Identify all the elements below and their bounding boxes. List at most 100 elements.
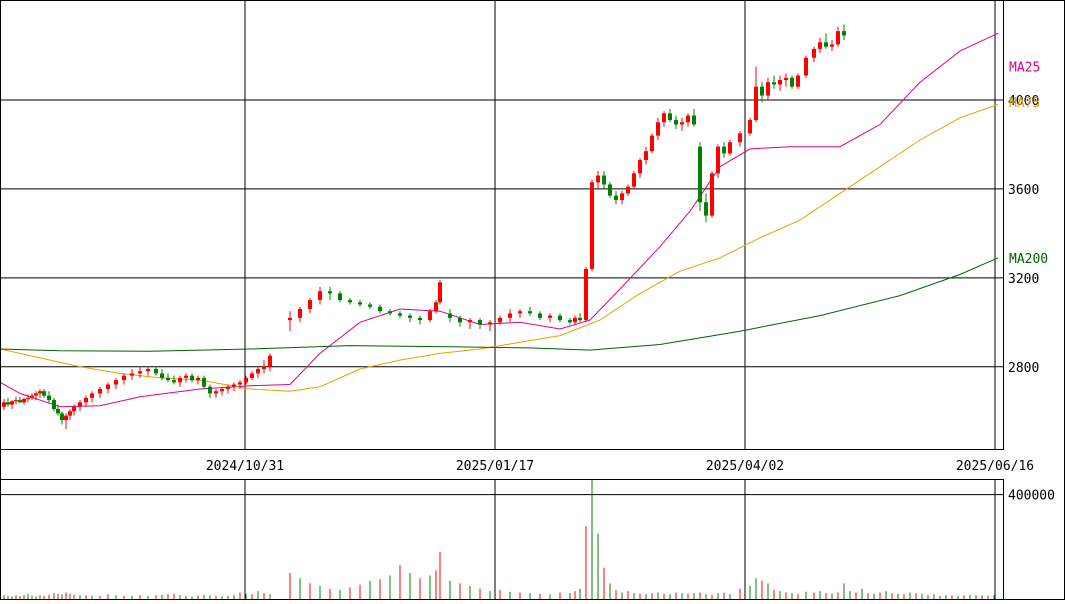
candle-body bbox=[478, 320, 482, 325]
candle-body bbox=[662, 113, 666, 123]
candle-body bbox=[596, 175, 600, 183]
price-tick-label: 2800 bbox=[1008, 361, 1039, 376]
date-tick-label: 2024/10/31 bbox=[206, 459, 284, 474]
date-tick-label: 2025/04/02 bbox=[706, 459, 784, 474]
candle-body bbox=[698, 146, 702, 203]
candle-body bbox=[90, 393, 94, 398]
candle-body bbox=[318, 291, 322, 301]
price-grid bbox=[0, 0, 1003, 449]
candle-body bbox=[728, 142, 732, 154]
candle-body bbox=[6, 402, 10, 405]
candle-body bbox=[388, 311, 392, 314]
price-tick-label: 3600 bbox=[1008, 183, 1039, 198]
date-axis: 2024/10/31 2025/01/17 2025/04/02 2025/06/16 bbox=[206, 459, 1034, 474]
candle-body bbox=[836, 31, 840, 45]
candle-body bbox=[178, 377, 182, 383]
candle-body bbox=[232, 384, 236, 387]
candle-body bbox=[716, 146, 720, 174]
candle-body bbox=[106, 384, 110, 389]
candle-body bbox=[796, 75, 800, 87]
candle-body bbox=[84, 397, 88, 403]
candle-body bbox=[528, 311, 532, 314]
candle-body bbox=[568, 320, 572, 323]
candle-body bbox=[448, 313, 452, 318]
candle-body bbox=[196, 377, 200, 381]
candle-body bbox=[428, 311, 432, 321]
ma-line-ma25 bbox=[0, 32, 999, 408]
candle-body bbox=[358, 302, 362, 305]
candle-body bbox=[26, 397, 30, 399]
ma-legend-label: MA75 bbox=[1009, 96, 1040, 111]
candle-body bbox=[614, 195, 618, 201]
candle-body bbox=[584, 268, 588, 321]
candle-body bbox=[680, 122, 684, 125]
candle-body bbox=[668, 113, 672, 121]
candle-body bbox=[38, 391, 42, 394]
candle-body bbox=[60, 413, 64, 421]
candle-body bbox=[766, 82, 770, 96]
candle-body bbox=[784, 77, 788, 81]
candle-body bbox=[262, 366, 266, 369]
candle-body bbox=[408, 315, 412, 318]
candle-body bbox=[47, 395, 51, 401]
candle-body bbox=[98, 388, 102, 394]
candle-body bbox=[72, 406, 76, 412]
candle-body bbox=[338, 293, 342, 301]
date-tick-label: 2025/01/17 bbox=[456, 459, 534, 474]
candle-body bbox=[160, 373, 164, 378]
candle-body bbox=[656, 122, 660, 136]
candle-body bbox=[626, 186, 630, 194]
ma-legend-label: MA200 bbox=[1009, 252, 1048, 267]
candle-body bbox=[458, 317, 462, 323]
candle-body bbox=[686, 115, 690, 123]
date-tick-label: 2025/06/16 bbox=[956, 459, 1034, 474]
candle-body bbox=[348, 300, 352, 303]
candle-body bbox=[238, 382, 242, 385]
candle-body bbox=[438, 282, 442, 303]
candle-body bbox=[154, 368, 158, 374]
candle-body bbox=[244, 377, 248, 383]
candle-body bbox=[748, 120, 752, 134]
ma-line-ma200 bbox=[0, 257, 999, 352]
candle-body bbox=[268, 355, 272, 367]
candle-body bbox=[14, 400, 18, 402]
candle-body bbox=[22, 398, 26, 403]
candle-body bbox=[34, 393, 38, 396]
candle-body bbox=[64, 415, 68, 421]
candle-body bbox=[172, 380, 176, 383]
candle-body bbox=[208, 386, 212, 394]
candle-body bbox=[166, 377, 170, 381]
candle-body bbox=[398, 313, 402, 316]
candle-body bbox=[760, 86, 764, 96]
candle-body bbox=[220, 388, 224, 392]
candle-body bbox=[790, 77, 794, 87]
candle-body bbox=[52, 400, 56, 409]
candle-body bbox=[638, 160, 642, 174]
candle-body bbox=[130, 373, 134, 376]
price-tick-label: 4000 bbox=[1008, 94, 1039, 109]
candle-body bbox=[368, 304, 372, 307]
candle-body bbox=[114, 380, 118, 385]
candle-body bbox=[488, 322, 492, 325]
candle-body bbox=[418, 317, 422, 321]
candle-body bbox=[812, 48, 816, 58]
ma-legend: MA25 MA75 MA200 bbox=[1009, 61, 1048, 267]
price-axis: 2800 3200 3600 4000 bbox=[1008, 94, 1039, 376]
candle-body bbox=[30, 395, 34, 398]
candle-body bbox=[468, 320, 472, 323]
candle-body bbox=[632, 173, 636, 187]
candle-body bbox=[308, 300, 312, 309]
candle-body bbox=[704, 202, 708, 216]
candle-body bbox=[184, 375, 188, 378]
candle-body bbox=[778, 80, 782, 85]
candle-body bbox=[692, 115, 696, 125]
candle-body bbox=[824, 42, 828, 47]
ma-legend-label: MA25 bbox=[1009, 61, 1040, 76]
volume-axis: 400000 bbox=[1008, 489, 1055, 504]
candle-body bbox=[190, 375, 194, 381]
candle-body bbox=[42, 391, 46, 396]
candle-body bbox=[602, 175, 606, 185]
candle-body bbox=[558, 315, 562, 321]
candle-body bbox=[842, 31, 846, 36]
candle-body bbox=[738, 133, 742, 143]
